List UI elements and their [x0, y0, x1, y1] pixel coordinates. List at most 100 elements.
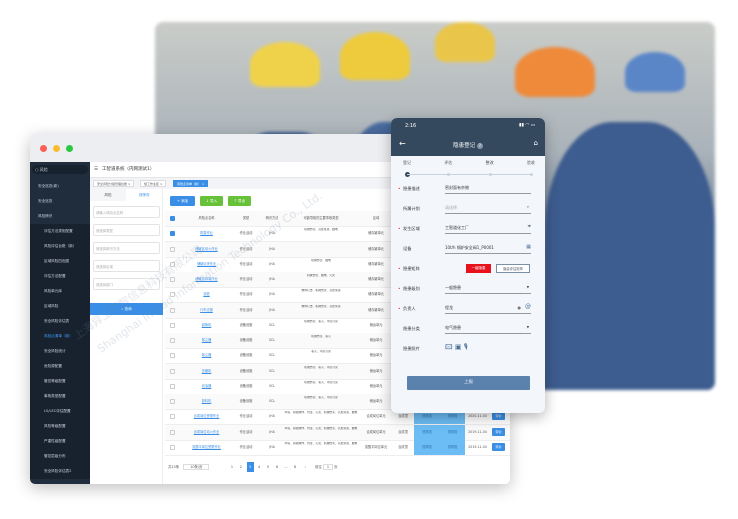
sidebar-item[interactable]: 管控等级配置	[30, 374, 90, 389]
field-input[interactable]: 10t/h 锅炉安全阀1_P0001 ▦	[445, 244, 531, 254]
row-checkbox[interactable]	[170, 353, 175, 358]
row-checkbox[interactable]	[170, 414, 175, 419]
sidebar-item[interactable]: 风险点清单（新）	[30, 329, 90, 344]
row-checkbox[interactable]	[170, 323, 175, 328]
close-window-button[interactable]	[40, 145, 47, 152]
risk-name-link[interactable]: 巡检	[203, 292, 210, 296]
evaluate-button[interactable]: 评价	[492, 428, 505, 436]
risk-name-link[interactable]: 防腐作业	[200, 231, 213, 235]
maximize-window-button[interactable]	[66, 145, 73, 152]
field-input[interactable]: 程龙 ● @	[445, 303, 531, 314]
sidebar-item[interactable]: 危险源配置	[30, 359, 90, 374]
risk-name-link[interactable]: 压缩机	[201, 369, 212, 373]
sidebar-item[interactable]: 风险单元库	[30, 284, 90, 299]
row-checkbox[interactable]	[170, 292, 175, 297]
sidebar-item[interactable]: 安全风险统计	[30, 344, 90, 359]
page-button[interactable]: 2	[239, 465, 243, 469]
row-checkbox[interactable]	[170, 445, 175, 450]
risk-name-link[interactable]: 合成岗位受限作业	[193, 414, 220, 418]
sidebar-item[interactable]: 评估方法类矩配置	[30, 224, 90, 239]
field-input[interactable]: 密封面有杂物	[445, 185, 531, 194]
sidebar-item[interactable]: 区域风险四色图	[30, 254, 90, 269]
page-button[interactable]: ...	[284, 465, 288, 469]
next-page-button[interactable]: ›	[304, 465, 306, 469]
area-select[interactable]: 请选择区域	[93, 260, 160, 272]
filter-tab-condition[interactable]: 按条件	[139, 193, 150, 197]
page-button[interactable]: 6	[275, 465, 279, 469]
row-checkbox[interactable]	[170, 262, 175, 267]
sidebar-search[interactable]: ○ 风险	[32, 165, 88, 174]
risk-name-input[interactable]: 请输入风险点名称	[93, 206, 160, 218]
row-checkbox[interactable]	[170, 369, 175, 374]
add-button[interactable]: + 添加	[170, 196, 195, 206]
tab-open-1[interactable]: 施工作业区 ×	[140, 180, 167, 187]
page-size-select[interactable]: 10条/页	[183, 464, 210, 470]
risk-name-link[interactable]: 滤油器	[201, 384, 212, 388]
filter-tab-risk[interactable]: 风险	[90, 189, 126, 201]
row-checkbox[interactable]	[170, 338, 175, 343]
home-icon[interactable]: ⌂	[533, 139, 538, 147]
minimize-window-button[interactable]	[53, 145, 60, 152]
field-input[interactable]: 一般隐患 ▼	[445, 285, 531, 294]
row-checkbox[interactable]	[170, 277, 175, 282]
menu-icon[interactable]: ☰	[94, 167, 99, 172]
evaluate-button[interactable]: 评价	[492, 412, 505, 420]
tab-open-active[interactable]: 风险点清单（新） ×	[173, 180, 209, 187]
camera-icon[interactable]: ▣	[454, 343, 464, 351]
sidebar-item[interactable]: 安全风险评估表2	[30, 464, 90, 479]
sidebar-item[interactable]: 严重性级配置	[30, 434, 90, 449]
arrow-left-icon[interactable]: ←	[399, 139, 406, 148]
row-checkbox[interactable]	[170, 308, 175, 313]
page-button[interactable]: 5	[266, 465, 270, 469]
row-checkbox[interactable]	[170, 231, 175, 236]
hazard-matrix-button[interactable]: 隐患评估矩阵	[496, 264, 530, 273]
sidebar-item[interactable]: 安全巡查(新)	[38, 184, 59, 188]
field-input[interactable]: 电气隐患 ▼	[445, 325, 531, 334]
page-button[interactable]: 1	[230, 465, 234, 469]
sidebar-item[interactable]: 区域风险	[30, 299, 90, 314]
row-checkbox[interactable]	[170, 384, 175, 389]
sidebar-item[interactable]: 安全巡查	[38, 199, 53, 203]
sidebar-item[interactable]: 管控层级分布	[30, 449, 90, 464]
sidebar-item[interactable]: 风险辨识	[38, 214, 53, 218]
page-button[interactable]: 8	[293, 465, 297, 469]
field-input[interactable]: 请选择 ▼	[445, 205, 531, 214]
risk-name-link[interactable]: 行车过程	[200, 308, 213, 312]
row-checkbox[interactable]	[170, 399, 175, 404]
query-button[interactable]: ⌕ 查询	[90, 303, 163, 315]
export-button[interactable]: ⇡ 导出	[228, 196, 251, 206]
contact-icon[interactable]: @	[525, 303, 531, 310]
sidebar-item[interactable]: 事故类型配置	[30, 389, 90, 404]
select-all-checkbox[interactable]	[170, 216, 175, 221]
field-input[interactable]: 工智道化工厂 ⌖	[445, 223, 531, 234]
risk-name-link[interactable]: 起管机	[201, 323, 212, 327]
risk-name-link[interactable]: 卸料机	[201, 399, 212, 403]
risk-name-link[interactable]: 氯酸平岗位受限作业	[192, 445, 221, 449]
submit-button[interactable]: 上报	[407, 376, 530, 390]
sidebar-item[interactable]: LS/LEC评估配置	[30, 404, 90, 419]
row-checkbox[interactable]	[170, 430, 175, 435]
sidebar-item[interactable]: 风险评估台账（新）	[30, 239, 90, 254]
microphone-icon[interactable]: 🎙	[463, 343, 468, 351]
risk-name-link[interactable]: 储罐区拆装作业	[195, 277, 218, 281]
sidebar-item[interactable]: 风险等级配置	[30, 419, 90, 434]
hazard-level-badge[interactable]: 一级隐患	[466, 264, 491, 273]
evaluate-button[interactable]: 评价	[492, 443, 505, 451]
import-button[interactable]: ↓ 导入	[200, 196, 223, 206]
page-button[interactable]: 4	[257, 465, 261, 469]
sidebar-item[interactable]: 安全风险评估表	[30, 314, 90, 329]
page-button[interactable]: 3	[246, 462, 254, 472]
row-checkbox[interactable]	[170, 247, 175, 252]
risk-name-link[interactable]: 除尘器	[201, 353, 212, 357]
clear-icon[interactable]: ●	[517, 305, 522, 310]
goto-page-input[interactable]: 1	[322, 464, 334, 470]
risk-name-link[interactable]: 合成岗位动火作业	[193, 430, 220, 434]
location-pin-icon[interactable]: ⌖	[527, 223, 531, 230]
type-select[interactable]: 请选择类型	[93, 224, 160, 236]
tab-open-0[interactable]: 安全风险分级管理台账 ×	[93, 180, 135, 187]
image-upload-icon[interactable]: 🖾	[445, 343, 455, 351]
risk-name-link[interactable]: 储罐区动火作业	[195, 247, 218, 251]
risk-name-link[interactable]: 除尘器	[201, 338, 212, 342]
scan-icon[interactable]: ▦	[526, 244, 531, 250]
sidebar-item[interactable]: 评估方法配置	[30, 269, 90, 284]
